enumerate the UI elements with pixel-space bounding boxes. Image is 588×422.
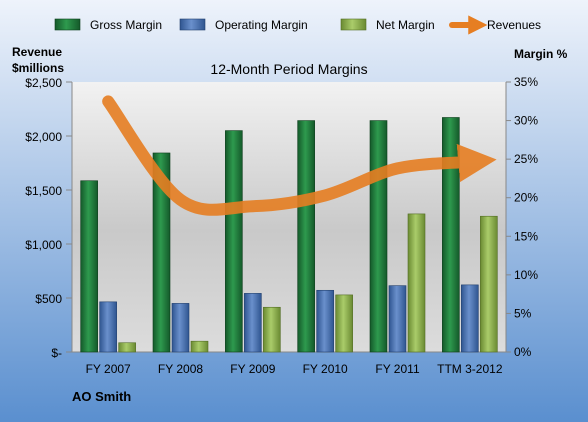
legend-label-gross-margin: Gross Margin [90,18,162,32]
left-tick-label: $1,500 [25,184,62,198]
left-tick-label: $2,500 [25,76,62,90]
legend-label-operating-margin: Operating Margin [215,18,308,32]
category-label: FY 2010 [303,362,348,376]
gross-margin-bar [369,120,388,353]
legend-swatch-net-margin [340,18,367,31]
net-margin-bar [407,213,426,353]
operating-margin-bar [461,284,479,353]
net-margin-bar [263,306,281,353]
left-tick-label: $1,000 [25,238,62,252]
left-axis-title-line1: Revenue [12,45,62,59]
left-tick-label: $- [51,346,62,360]
legend-swatch-operating-margin [179,18,206,31]
category-label: FY 2007 [86,362,131,376]
left-tick-label: $500 [35,292,62,306]
legend-swatch-gross-margin [54,18,81,31]
operating-margin-bar [99,301,117,353]
operating-margin-bar [244,293,262,353]
net-margin-bar [190,340,209,353]
company-label: AO Smith [72,389,131,404]
gross-margin-bar [152,152,171,353]
gross-margin-bar [225,130,243,353]
left-axis: $- $500 $1,000 $1,500 $2,000 $2,500 [25,76,73,360]
category-label: FY 2008 [158,362,203,376]
right-tick-label: 25% [514,152,538,166]
left-axis-title-line2: $millions [12,61,64,75]
right-axis-title: Margin % [514,47,568,61]
net-margin-bar [118,342,136,353]
right-tick-label: 30% [514,114,538,128]
right-tick-label: 20% [514,191,538,205]
left-tick-label: $2,000 [25,130,62,144]
net-margin-bar [480,215,498,353]
legend: Gross Margin Operating Margin Net Margin Re… [54,15,541,35]
right-tick-label: 15% [514,229,538,243]
revenue-line [102,95,497,216]
plot-area [72,82,506,352]
right-tick-label: 5% [514,306,532,320]
category-label: FY 2011 [375,362,420,376]
category-label: FY 2009 [230,362,275,376]
right-tick-label: 10% [514,268,538,282]
operating-margin-bar [388,285,407,353]
chart-title: 12-Month Period Margins [210,61,367,77]
net-margin-bar [335,294,353,353]
legend-label-revenues: Revenues [487,18,541,32]
category-labels: FY 2007 FY 2008 FY 2009 FY 2010 FY 2011 TTM 3… [86,362,503,376]
legend-label-net-margin: Net Margin [376,18,435,32]
revenues-line [102,95,497,216]
operating-margin-bar [171,303,190,353]
right-axis: 0% 5% 10% 15% 20% 25% 30% 35% [72,75,538,359]
operating-margin-bar [316,289,334,353]
category-label: TTM 3-2012 [437,362,503,376]
gross-margin-bar [442,117,460,353]
right-tick-label: 0% [514,345,532,359]
gross-margin-bar [80,180,98,353]
gross-margin-bar [297,120,315,353]
right-tick-label: 35% [514,75,538,89]
